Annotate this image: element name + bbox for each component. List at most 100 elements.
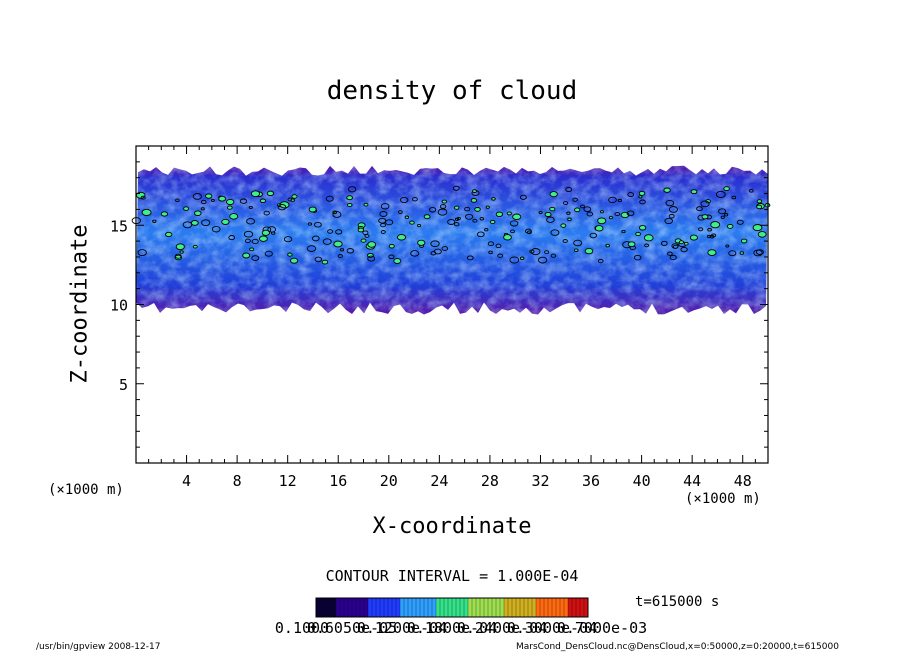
contour-blob	[251, 238, 259, 245]
colorbar-cell	[431, 597, 437, 618]
colorbar-cell	[567, 597, 573, 618]
x-tick-label: 8	[233, 472, 242, 490]
colorbar-cell	[447, 597, 453, 618]
colorbar-frame	[315, 597, 589, 618]
colorbar-cell	[343, 597, 349, 618]
contour-blob	[728, 250, 737, 257]
colorbar-cell	[423, 597, 429, 618]
contour-blob	[441, 246, 449, 251]
colorbar-cell	[555, 597, 561, 618]
colorbar-cell	[563, 597, 569, 618]
contour-blob	[562, 201, 569, 206]
x-tick-label: 36	[582, 472, 600, 490]
x-tick-label: 24	[430, 472, 448, 490]
contour-interval-label: CONTOUR INTERVAL = 1.000E-04	[325, 567, 579, 585]
colorbar-cell	[439, 597, 445, 618]
colorbar-cell	[455, 597, 461, 618]
colorbar-cell	[411, 597, 417, 618]
colorbar-cell	[519, 597, 525, 618]
contour-blob	[512, 213, 522, 221]
contour-blob	[550, 253, 557, 258]
contour-blob	[529, 249, 535, 254]
contour-blob	[700, 200, 710, 208]
contour-blob	[549, 191, 558, 198]
contour-blob	[357, 227, 364, 233]
contour-blob	[439, 204, 447, 209]
contour-blob	[756, 199, 763, 204]
contour-blob	[464, 206, 471, 212]
colorbar-cell	[535, 597, 541, 618]
colorbar-cell	[543, 597, 549, 618]
contour-blob	[731, 195, 737, 200]
contour-blob	[621, 229, 626, 234]
x-tick-label: 16	[329, 472, 347, 490]
contour-blob	[519, 194, 527, 200]
contour-blob	[175, 243, 185, 251]
contour-blob	[322, 238, 332, 245]
contour-blob	[725, 244, 730, 248]
contour-blob	[192, 244, 198, 249]
contour-blob	[327, 229, 334, 234]
contour-blob	[404, 215, 410, 219]
contour-blob	[325, 195, 334, 202]
contour-blob	[626, 210, 635, 217]
contour-blob	[314, 221, 322, 228]
contour-blob	[489, 219, 496, 225]
colorbar-cell	[451, 597, 457, 618]
colorbar-cell	[335, 597, 341, 618]
contour-blob	[140, 195, 146, 200]
contour-blob	[291, 194, 298, 199]
contour-blob	[333, 240, 343, 248]
contour-blob	[314, 256, 323, 263]
colorbar-label: 0.1000	[274, 619, 330, 637]
contour-blob	[277, 204, 287, 211]
y-axis-label: Z-coordinate	[67, 224, 93, 384]
contour-blob	[550, 229, 560, 236]
contour-blob	[757, 231, 767, 238]
colorbar-cell	[371, 597, 377, 618]
contour-blob	[614, 211, 621, 217]
contour-blob	[259, 198, 267, 204]
contour-blob	[346, 248, 354, 254]
colorbar-cell	[463, 597, 469, 618]
contour-blob	[605, 243, 610, 248]
contour-blob	[246, 218, 256, 225]
contour-blob	[283, 236, 293, 243]
contour-blob	[597, 217, 607, 225]
colorbar	[315, 597, 589, 618]
contour-blob	[710, 221, 721, 229]
colorbar-cell	[539, 597, 545, 618]
contour-blob	[360, 238, 367, 243]
contour-blob	[226, 205, 233, 210]
contour-blob	[627, 241, 636, 248]
contour-blob	[474, 207, 481, 212]
contour-blob	[430, 240, 440, 248]
contour-blob	[756, 204, 763, 210]
x-tick-label: 28	[481, 472, 499, 490]
contour-blob	[137, 249, 147, 257]
contour-blob	[643, 234, 654, 242]
contour-blob	[711, 233, 717, 238]
contour-blob	[549, 206, 556, 212]
contour-blob	[311, 235, 320, 242]
colorbar-cell	[427, 597, 433, 618]
contour-blob	[332, 211, 342, 218]
contour-blob	[261, 229, 271, 236]
contour-blob	[707, 249, 717, 256]
colorbar-cell	[575, 597, 581, 618]
contour-blob	[544, 211, 552, 218]
contour-blob	[600, 210, 604, 214]
contour-blob	[465, 213, 474, 220]
colorbar-cell	[443, 597, 449, 618]
contour-blob	[723, 186, 730, 191]
contour-blob	[574, 207, 581, 213]
contour-blob	[586, 211, 594, 217]
colorbar-cell	[467, 597, 473, 618]
contour-blob	[367, 241, 377, 248]
colorbar-label: 0.1200e-04	[356, 619, 448, 637]
contour-blob	[307, 222, 313, 226]
colorbar-cell	[395, 597, 401, 618]
contour-blob	[229, 213, 239, 220]
contour-blob	[160, 211, 169, 217]
y-tick-label: 10	[110, 297, 128, 315]
